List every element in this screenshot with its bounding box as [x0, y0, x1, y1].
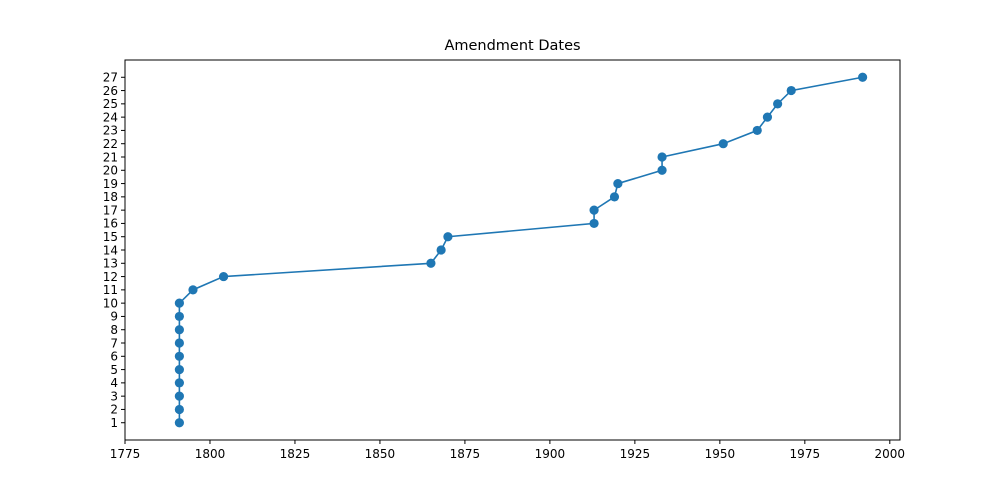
data-point: [174, 404, 184, 415]
data-point: [762, 112, 773, 122]
y-tick-label: 4: [110, 376, 118, 390]
y-tick-label: 25: [103, 97, 118, 111]
y-tick-label: 24: [103, 110, 118, 124]
y-tick-label: 16: [103, 217, 118, 231]
data-point: [218, 271, 229, 282]
y-tick-label: 14: [103, 243, 118, 257]
y-tick-label: 6: [110, 350, 118, 364]
data-point: [657, 152, 667, 162]
x-tick-label: 1800: [195, 447, 226, 461]
y-tick-label: 3: [110, 389, 118, 403]
x-tick-label: 1825: [280, 447, 311, 461]
data-point: [752, 125, 762, 136]
data-point: [589, 218, 599, 229]
data-point: [858, 72, 868, 82]
y-tick-label: 26: [103, 84, 118, 98]
y-tick-label: 21: [103, 150, 118, 164]
data-point: [436, 245, 446, 255]
data-point: [174, 378, 184, 388]
data-point: [188, 285, 198, 295]
y-tick-label: 17: [103, 203, 118, 217]
data-point: [174, 351, 184, 361]
data-point: [443, 232, 453, 242]
data-point: [786, 85, 796, 96]
x-tick-label: 1875: [450, 447, 481, 461]
data-point: [718, 139, 728, 149]
data-point: [613, 178, 623, 189]
data-point: [426, 258, 436, 268]
chart-title: Amendment Dates: [444, 38, 580, 54]
data-point: [609, 192, 620, 202]
data-point: [657, 165, 667, 175]
x-tick-label: 1975: [790, 447, 821, 461]
y-tick-label: 1: [110, 416, 118, 430]
y-tick-label: 12: [103, 270, 118, 284]
data-point: [174, 391, 184, 401]
data-point: [174, 338, 184, 348]
y-tick-label: 8: [110, 323, 118, 337]
x-tick-label: 1900: [535, 447, 566, 461]
y-tick-label: 22: [103, 137, 118, 151]
axes-frame: [124, 59, 901, 441]
x-tick-label: 2000: [875, 447, 906, 461]
y-tick-label: 10: [103, 296, 118, 310]
y-tick-label: 23: [103, 124, 118, 138]
y-tick-label: 20: [103, 164, 118, 178]
y-tick-label: 13: [103, 257, 118, 271]
y-tick-label: 9: [110, 310, 118, 324]
y-tick-label: 5: [110, 363, 118, 377]
data-point: [174, 418, 184, 428]
x-tick-label: 1925: [620, 447, 651, 461]
x-tick-label: 1775: [110, 447, 141, 461]
data-point: [589, 205, 599, 215]
data-point: [174, 364, 184, 375]
data-point: [174, 325, 184, 335]
x-tick-label: 1850: [365, 447, 396, 461]
y-tick-label: 15: [103, 230, 118, 244]
y-tick-label: 2: [110, 403, 118, 417]
plot-area: 1775 1800 1825 1850 1875 1900 1925 1950 1975 2000…: [103, 71, 905, 461]
data-point: [773, 99, 783, 109]
data-point: [174, 298, 184, 308]
y-tick-label: 27: [103, 71, 118, 85]
y-tick-label: 18: [103, 190, 118, 204]
y-tick-label: 11: [103, 283, 118, 297]
y-tick-label: 19: [103, 177, 118, 191]
y-tick-label: 7: [110, 336, 118, 350]
data-point: [174, 311, 184, 322]
x-tick-label: 1950: [705, 447, 736, 461]
